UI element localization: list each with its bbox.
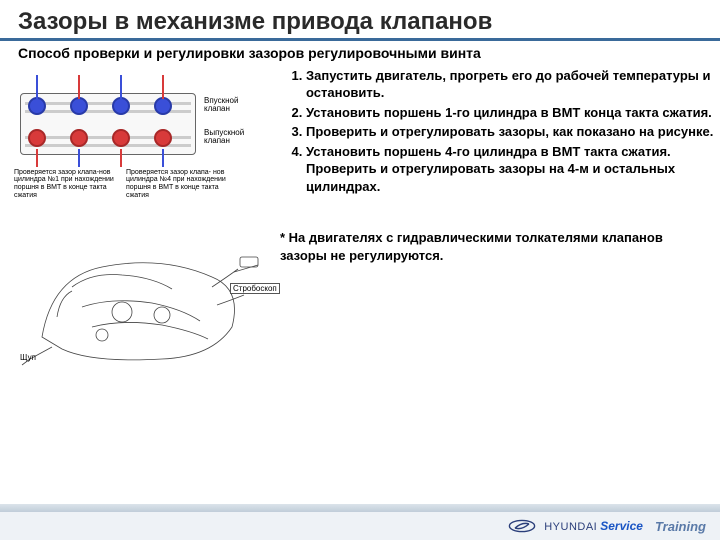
- brand-text: HYUNDAI: [544, 521, 597, 533]
- page-title: Зазоры в механизме привода клапанов: [18, 8, 702, 36]
- annot-cyl1: Проверяется зазор клапа-нов цилиндра №1 …: [14, 169, 114, 200]
- list-item: Установить поршень 1-го цилиндра в ВМТ к…: [306, 104, 714, 122]
- strobe-label: Стробоскоп: [230, 283, 280, 294]
- training-text: Training: [655, 519, 706, 534]
- hyundai-logo-icon: [508, 519, 536, 533]
- list-item: Проверить и отрегулировать зазоры, как п…: [306, 123, 714, 141]
- exhaust-label: Выпускной клапан: [204, 129, 260, 147]
- title-rule: [0, 38, 720, 41]
- service-text: Service: [600, 519, 643, 533]
- list-item: Запустить двигатель, прогреть его до раб…: [306, 67, 714, 102]
- subtitle: Способ проверки и регулировки зазоров ре…: [0, 45, 720, 67]
- footnote: * На двигателях с гидравлическими толкат…: [280, 229, 714, 264]
- intake-label: Впускной клапан: [204, 97, 256, 115]
- engine-sketch: Стробоскоп Щуп: [12, 217, 292, 377]
- footer: HYUNDAI Service Training: [0, 504, 720, 540]
- steps-list: Запустить двигатель, прогреть его до раб…: [280, 67, 714, 196]
- annot-cyl4: Проверяется зазор клапа- нов цилиндра №4…: [126, 169, 226, 200]
- probe-label: Щуп: [20, 353, 36, 362]
- valve-diagram: Впускной клапан Выпускной клапан Проверя…: [14, 67, 254, 207]
- list-item: Установить поршень 4-го цилиндра в ВМТ т…: [306, 143, 714, 196]
